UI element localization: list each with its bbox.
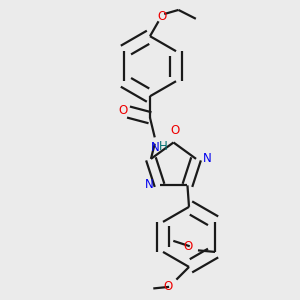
Text: O: O [170, 124, 180, 137]
Text: N: N [145, 178, 153, 191]
Text: O: O [163, 280, 172, 293]
Text: O: O [184, 240, 193, 254]
Text: O: O [118, 104, 128, 117]
Text: O: O [157, 10, 166, 23]
Text: N: N [151, 140, 160, 154]
Text: N: N [202, 152, 211, 165]
Text: H: H [159, 140, 168, 153]
